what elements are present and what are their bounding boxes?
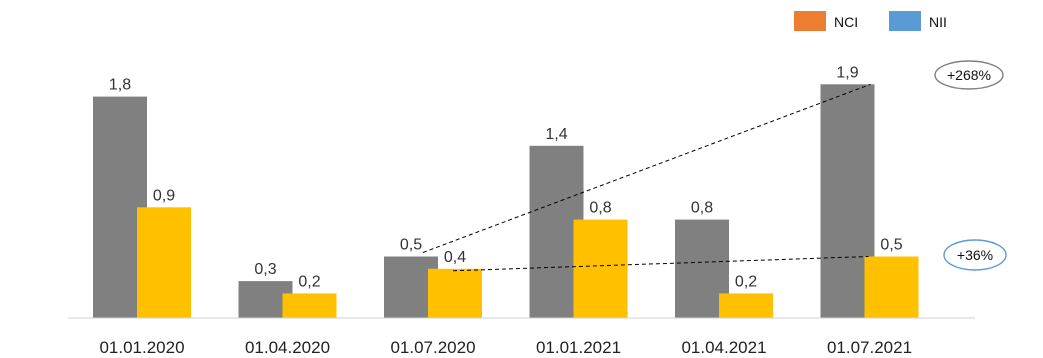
callout-bubble-0 (934, 60, 1004, 90)
trend-line-1 (452, 256, 869, 272)
legend-label-nii: NII (929, 14, 947, 30)
data-label-nii-2: 0,4 (444, 249, 466, 266)
bar-nii-1 (282, 293, 337, 318)
bar-nii-5 (864, 256, 919, 318)
x-tick-labels: 01.01.2020 01.04.2020 01.07.2020 01.01.2021… (99, 338, 912, 357)
callout-text-1: +36% (957, 247, 993, 263)
legend: NCI NII (794, 11, 947, 31)
trend-line-0 (422, 83, 871, 253)
x-tick-label-0: 01.01.2020 (99, 338, 184, 357)
x-tick-label-5: 01.07.2021 (827, 338, 912, 357)
x-tick-label-1: 01.04.2020 (245, 338, 330, 357)
callout-bubble-1 (943, 239, 1007, 271)
data-label-nci-1: 0,3 (254, 261, 276, 278)
data-label-nii-4: 0,2 (735, 273, 757, 290)
x-tick-label-4: 01.04.2021 (681, 338, 766, 357)
data-label-nii-0: 0,9 (153, 187, 175, 204)
data-label-nii-3: 0,8 (589, 200, 611, 217)
bar-nii-4 (719, 293, 773, 318)
bar-nii-0 (137, 207, 191, 318)
x-tick-label-2: 01.07.2020 (390, 338, 475, 357)
x-tick-label-3: 01.01.2021 (536, 338, 621, 357)
callouts-group: +268% +36% (422, 60, 1007, 272)
data-label-nci-2: 0,5 (400, 237, 422, 254)
data-label-nci-0: 1,8 (109, 77, 131, 94)
legend-label-nci: NCI (834, 14, 858, 30)
legend-swatch-nci (794, 11, 826, 31)
bar-nii-3 (573, 219, 628, 318)
data-label-nci-4: 0,8 (691, 200, 713, 217)
data-label-nci-3: 1,4 (545, 126, 567, 143)
data-label-nii-1: 0,2 (298, 273, 320, 290)
bars-group: 1,8 0,9 0,3 0,2 0,5 0,4 1,4 0,8 0,8 0,2 1,9 0,5 (93, 64, 919, 318)
bar-nii-2 (428, 268, 482, 318)
callout-text-0: +268% (947, 67, 991, 83)
data-label-nii-5: 0,5 (880, 237, 902, 254)
data-label-nci-5: 1,9 (836, 64, 858, 81)
legend-swatch-nii (889, 11, 921, 31)
